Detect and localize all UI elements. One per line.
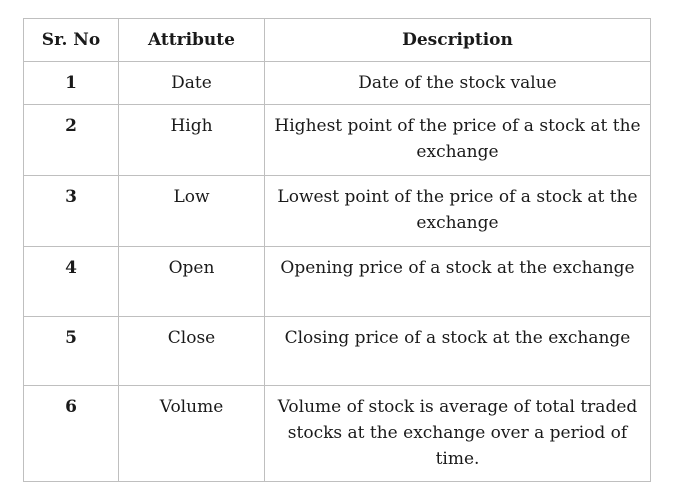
cell-sr-no: 1 (23, 61, 119, 105)
cell-sr-no: 2 (23, 104, 119, 176)
header-sr-no: Sr. No (23, 18, 119, 62)
cell-sr-no: 4 (23, 246, 119, 317)
cell-attribute: Low (118, 175, 265, 247)
table-row: 2 High Highest point of the price of a s… (23, 104, 651, 176)
attribute-table: Sr. No Attribute Description 1 Date Date… (23, 18, 651, 482)
table-row: 5 Close Closing price of a stock at the … (23, 316, 651, 386)
cell-sr-no: 3 (23, 175, 119, 247)
cell-attribute: Date (118, 61, 265, 105)
cell-attribute: Open (118, 246, 265, 317)
cell-description: Opening price of a stock at the exchange (264, 246, 651, 317)
cell-description: Date of the stock value (264, 61, 651, 105)
table-row: 4 Open Opening price of a stock at the e… (23, 246, 651, 317)
table-header-row: Sr. No Attribute Description (23, 18, 651, 62)
cell-description: Lowest point of the price of a stock at … (264, 175, 651, 247)
cell-description: Volume of stock is average of total trad… (264, 385, 651, 482)
table-row: 6 Volume Volume of stock is average of t… (23, 385, 651, 482)
table-row: 3 Low Lowest point of the price of a sto… (23, 175, 651, 247)
cell-attribute: Volume (118, 385, 265, 482)
header-attribute: Attribute (118, 18, 265, 62)
cell-description: Highest point of the price of a stock at… (264, 104, 651, 176)
table-row: 1 Date Date of the stock value (23, 61, 651, 105)
cell-sr-no: 6 (23, 385, 119, 482)
header-description: Description (264, 18, 651, 62)
cell-description: Closing price of a stock at the exchange (264, 316, 651, 386)
cell-sr-no: 5 (23, 316, 119, 386)
cell-attribute: Close (118, 316, 265, 386)
cell-attribute: High (118, 104, 265, 176)
